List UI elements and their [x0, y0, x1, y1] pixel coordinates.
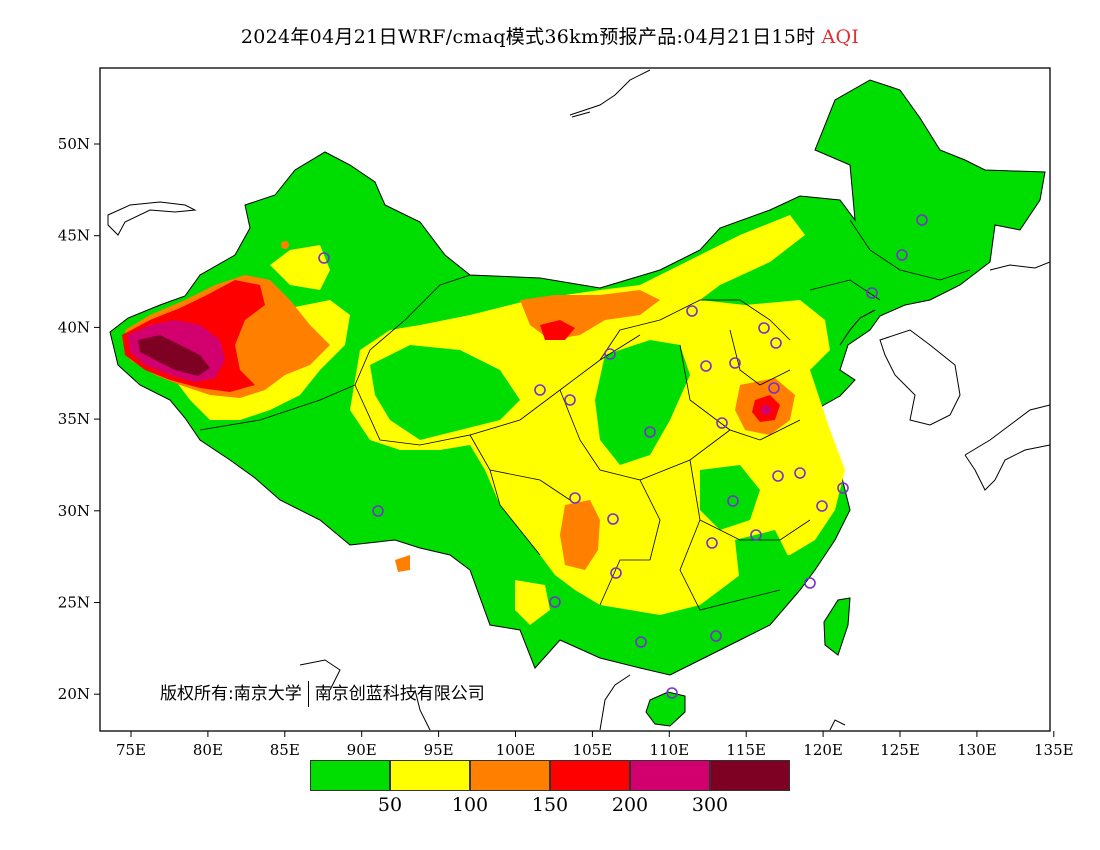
x-tick-label: 80E: [193, 741, 223, 759]
coastlines: [107, 69, 1050, 731]
map-frame: [99, 67, 1051, 732]
legend-swatch: [710, 760, 790, 791]
x-tick-label: 90E: [347, 741, 377, 759]
station-marker: [700, 360, 712, 372]
station-marker: [534, 384, 546, 396]
station-marker: [549, 596, 561, 608]
map-title: 2024年04月21日WRF/cmaq模式36km预报产品:04月21日15时 A…: [0, 22, 1100, 49]
hainan-island: [645, 691, 686, 727]
station-marker: [770, 337, 782, 349]
legend-swatch: [630, 760, 710, 791]
legend-label: 150: [531, 794, 569, 816]
y-tick-label: 50N: [58, 135, 90, 153]
station-marker: [564, 394, 576, 406]
station-marker: [866, 287, 878, 299]
station-marker: [635, 636, 647, 648]
station-marker: [372, 505, 384, 517]
x-tick-label: 110E: [650, 741, 690, 759]
legend-swatch: [470, 760, 550, 791]
copyright-left: 版权所有:南京大学: [160, 684, 302, 704]
x-tick-label: 75E: [116, 741, 146, 759]
station-marker: [727, 495, 739, 507]
station-marker: [772, 470, 784, 482]
y-tick-label: 20N: [58, 685, 90, 703]
station-marker: [607, 513, 619, 525]
station-marker: [644, 426, 656, 438]
station-marker: [610, 567, 622, 579]
x-tick-label: 100E: [496, 741, 536, 759]
x-tick-label: 120E: [803, 741, 843, 759]
legend-label: 50: [377, 794, 403, 816]
station-marker: [604, 348, 616, 360]
x-tick-label: 130E: [957, 741, 997, 759]
station-marker: [896, 249, 908, 261]
station-markers: [318, 214, 928, 699]
province-borders: [199, 219, 971, 611]
x-tick-label: 105E: [573, 741, 613, 759]
legend-label: 200: [611, 794, 649, 816]
station-marker: [569, 492, 581, 504]
x-tick-label: 95E: [424, 741, 454, 759]
x-tick-label: 85E: [270, 741, 300, 759]
x-tick-label: 115E: [726, 741, 766, 759]
y-axis: 50N 45N 40N 35N 30N 25N 20N: [58, 135, 100, 703]
y-tick-label: 35N: [58, 410, 90, 428]
title-variable: AQI: [821, 26, 860, 48]
copyright-notice: 版权所有:南京大学 南京创蓝科技有限公司: [160, 679, 485, 707]
x-axis: 75E 80E 85E 90E 95E 100E 105E 110E 115E 120E 125E 1…: [116, 731, 1074, 759]
station-marker: [758, 322, 770, 334]
copyright-separator: [307, 681, 309, 707]
station-marker: [716, 417, 728, 429]
station-marker: [729, 357, 741, 369]
x-tick-label: 125E: [880, 741, 920, 759]
aqi-maroon-region: [138, 335, 210, 376]
station-marker: [318, 252, 330, 264]
station-marker: [710, 630, 722, 642]
station-marker: [804, 577, 816, 589]
station-marker: [916, 214, 928, 226]
map-content: [107, 69, 1050, 731]
legend-swatch: [310, 760, 390, 791]
station-marker: [706, 537, 718, 549]
y-tick-label: 30N: [58, 502, 90, 520]
station-marker: [794, 467, 806, 479]
legend-swatch: [390, 760, 470, 791]
aqi-hotspot: [761, 405, 771, 415]
copyright-right: 南京创蓝科技有限公司: [314, 684, 485, 704]
station-marker: [837, 482, 849, 494]
y-tick-label: 40N: [58, 318, 90, 336]
x-tick-label: 135E: [1034, 741, 1074, 759]
taiwan-island: [823, 597, 851, 656]
y-tick-label: 25N: [58, 594, 90, 612]
station-marker: [768, 382, 780, 394]
legend-label: 100: [451, 794, 489, 816]
aqi-green-pockets: [370, 340, 790, 590]
station-marker: [816, 500, 828, 512]
y-tick-label: 45N: [58, 227, 90, 245]
title-main: 2024年04月21日WRF/cmaq模式36km预报产品:04月21日15时: [240, 26, 816, 48]
station-marker: [750, 529, 762, 541]
station-marker: [666, 687, 678, 699]
legend-label: 300: [691, 794, 729, 816]
legend-swatch: [550, 760, 630, 791]
station-marker: [686, 305, 698, 317]
